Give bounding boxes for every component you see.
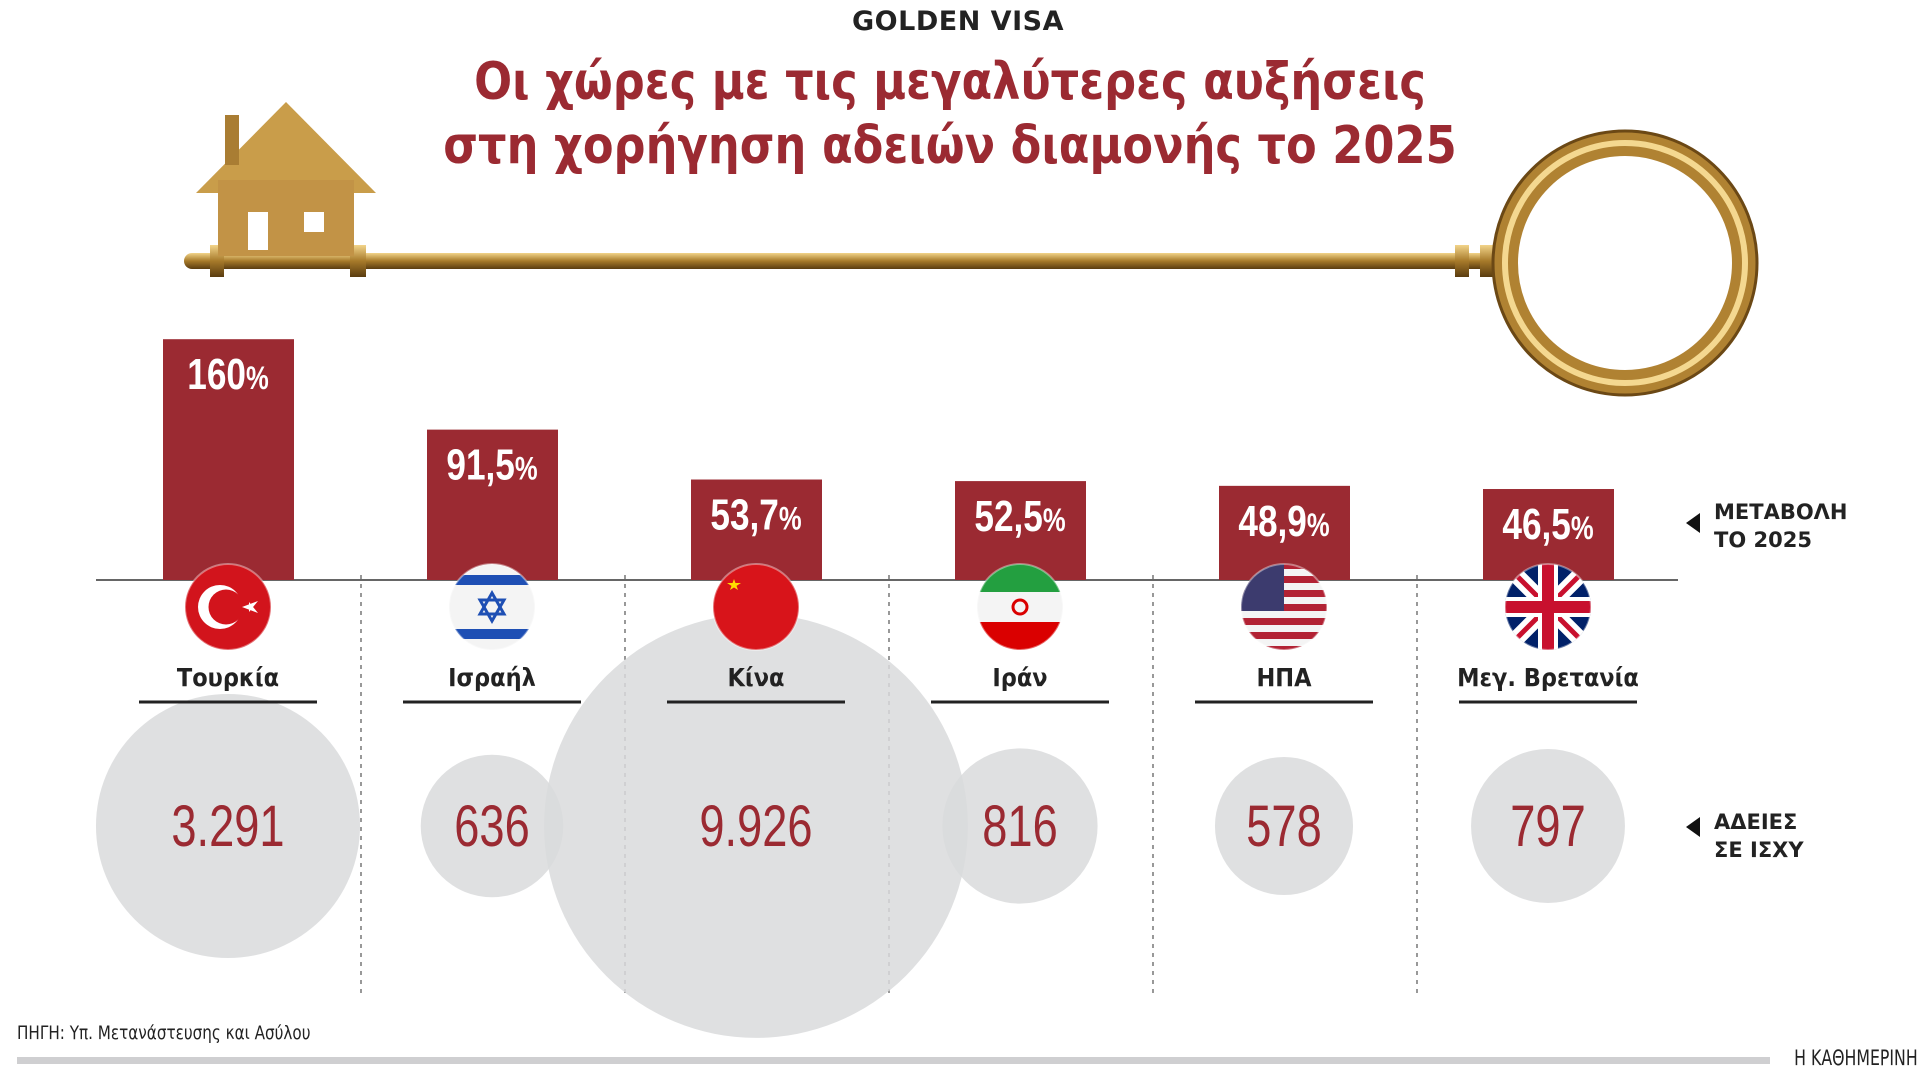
source-note: ΠΗΓΗ: Υπ. Μετανάστευσης και Ασύλου — [17, 1022, 311, 1044]
legend-change-line1: ΜΕΤΑΒΟΛΗ — [1714, 500, 1848, 524]
bubble-circle — [544, 614, 968, 1038]
change-bar-group: 91,5% — [427, 429, 558, 580]
permit-value-label: 9.926 — [699, 795, 812, 860]
country-label-group: Ισραήλ — [403, 663, 581, 704]
china-flag-icon — [712, 563, 800, 651]
change-value-label: 160% — [187, 351, 268, 400]
change-bar — [691, 479, 822, 580]
change-value-label: 46,5% — [1502, 500, 1593, 549]
country-name: Ιράν — [992, 663, 1047, 692]
legend-arrows — [1686, 513, 1700, 837]
permit-bubble: 816 — [942, 748, 1098, 904]
permit-bubble: 636 — [420, 754, 564, 898]
country-name: Τουρκία — [177, 663, 279, 692]
country-label-group: ΗΠΑ — [1195, 663, 1373, 704]
permit-bubble: 9.926 — [544, 614, 968, 1038]
legend-permits: ΑΔΕΙΕΣ ΣΕ ΙΣΧΥ — [1714, 808, 1804, 864]
change-bar — [163, 339, 294, 580]
footer-bar — [17, 1057, 1770, 1064]
bubble-circle — [942, 748, 1098, 904]
bubble-circle — [420, 754, 564, 898]
permit-bubble: 578 — [1214, 756, 1354, 896]
country-label-group: Τουρκία — [139, 663, 317, 704]
country-name: Μεγ. Βρετανία — [1457, 663, 1639, 692]
country-name: ΗΠΑ — [1256, 663, 1312, 692]
permit-value-label: 636 — [454, 795, 529, 860]
country-name: Ισραήλ — [448, 663, 536, 692]
country-name: Κίνα — [728, 663, 785, 692]
bubble-circle — [1471, 749, 1625, 903]
brand-logo: Η ΚΑΘΗΜΕΡΙΝΗ — [1794, 1046, 1918, 1070]
uk-flag-icon — [1504, 563, 1592, 651]
house-icon — [196, 102, 376, 256]
bubble-circle — [95, 693, 361, 959]
change-value-label: 53,7% — [710, 491, 801, 540]
chart-title-line1: Οι χώρες με τις μεγαλύτερες αυξήσεις — [474, 52, 1426, 112]
change-bar-group: 52,5% — [955, 481, 1086, 580]
change-value-label: 52,5% — [974, 492, 1065, 541]
kicker: GOLDEN VISA — [852, 6, 1064, 37]
country-label-group: Μεγ. Βρετανία — [1457, 663, 1639, 704]
change-bar-group: 53,7% — [691, 479, 822, 580]
israel-flag-icon — [448, 563, 536, 651]
turkey-flag-icon — [184, 563, 272, 651]
permit-value-label: 797 — [1510, 795, 1585, 860]
legend-change: ΜΕΤΑΒΟΛΗ ΤΟ 2025 — [1714, 498, 1848, 554]
permit-value-label: 3.291 — [171, 795, 284, 860]
legend-permits-line1: ΑΔΕΙΕΣ — [1714, 810, 1798, 834]
permit-value-label: 578 — [1246, 795, 1321, 860]
change-bar — [427, 429, 558, 580]
legend-change-line2: ΤΟ 2025 — [1714, 528, 1812, 552]
permit-value-label: 816 — [982, 795, 1057, 860]
country-label-group: Ιράν — [931, 663, 1109, 704]
change-bar — [955, 481, 1086, 580]
bubble-circle — [1214, 756, 1354, 896]
legend-permits-line2: ΣΕ ΙΣΧΥ — [1714, 838, 1804, 862]
change-bar-group: 160% — [163, 339, 294, 580]
arrow-left-icon — [1686, 817, 1700, 837]
country-label-group: Κίνα — [667, 663, 845, 704]
permit-bubble: 3.291 — [95, 693, 361, 959]
chart-title-line2: στη χορήγηση αδειών διαμονής το 2025 — [443, 116, 1457, 176]
arrow-left-icon — [1686, 513, 1700, 533]
change-value-label: 48,9% — [1238, 497, 1329, 546]
change-value-label: 91,5% — [446, 441, 537, 490]
golden-key-illustration — [184, 102, 1759, 397]
permit-bubble: 797 — [1471, 749, 1625, 903]
